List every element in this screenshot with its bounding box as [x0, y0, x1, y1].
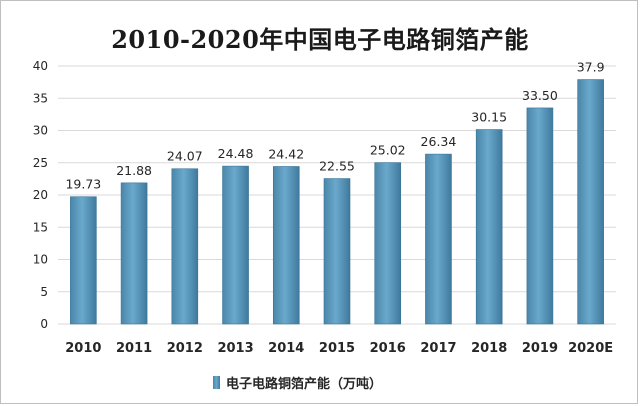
y-tick-label: 40: [33, 59, 48, 73]
x-tick-label: 2017: [420, 341, 456, 356]
x-tick-label: 2015: [319, 341, 355, 356]
data-label: 37.9: [577, 60, 605, 75]
data-label: 22.55: [319, 159, 355, 174]
y-tick-label: 30: [33, 124, 48, 138]
x-tick-label: 2012: [167, 341, 203, 356]
bar: [70, 196, 97, 325]
bar: [475, 129, 503, 325]
x-tick-label: 2013: [217, 341, 253, 356]
legend: 电子电路铜箔产能（万吨）: [213, 376, 382, 392]
legend-series-name: 电子电路铜箔产能（万吨）: [226, 376, 382, 392]
y-tick-label: 25: [33, 156, 48, 170]
bar: [526, 107, 554, 325]
data-label: 24.48: [218, 146, 254, 161]
data-label: 33.50: [522, 88, 558, 103]
y-tick-label: 0: [40, 317, 48, 331]
bar: [323, 178, 351, 325]
bar: [577, 79, 604, 325]
y-tick-label: 35: [33, 91, 48, 105]
y-axis: 0 5 10 15 20 25 30 35 40: [33, 59, 48, 331]
x-tick-label: 2018: [471, 341, 507, 356]
data-label: 24.07: [167, 149, 203, 164]
data-label: 26.34: [421, 134, 457, 149]
bar: [374, 162, 402, 325]
y-tick-label: 5: [40, 285, 48, 299]
bar: [171, 168, 199, 325]
y-tick-label: 20: [33, 188, 48, 202]
x-axis: 2010 2011 2012 2013 2014 2015 2016 2017 2018 2019…: [65, 341, 613, 356]
bar: [120, 182, 148, 325]
data-label: 19.73: [65, 177, 101, 192]
data-labels: 19.73 21.88 24.07 24.48 24.42 22.55 25.02 26.34…: [65, 60, 604, 192]
data-label: 24.42: [268, 146, 304, 161]
bar: [425, 153, 452, 325]
y-tick-label: 10: [33, 253, 48, 267]
x-tick-label: 2020E: [568, 341, 613, 356]
data-label: 30.15: [471, 110, 507, 125]
bar: [272, 166, 300, 325]
chart-title: 2010-2020年中国电子电路铜箔产能: [111, 25, 529, 54]
data-label: 21.88: [116, 163, 152, 178]
x-tick-label: 2011: [116, 341, 152, 356]
x-tick-label: 2016: [370, 341, 406, 356]
bars: [70, 79, 604, 325]
legend-swatch: [213, 376, 220, 389]
y-tick-label: 15: [33, 220, 48, 234]
x-tick-label: 2014: [268, 341, 304, 356]
bar: [222, 165, 249, 325]
x-tick-label: 2019: [522, 341, 558, 356]
x-tick-label: 2010: [65, 341, 101, 356]
data-label: 25.02: [370, 143, 406, 158]
